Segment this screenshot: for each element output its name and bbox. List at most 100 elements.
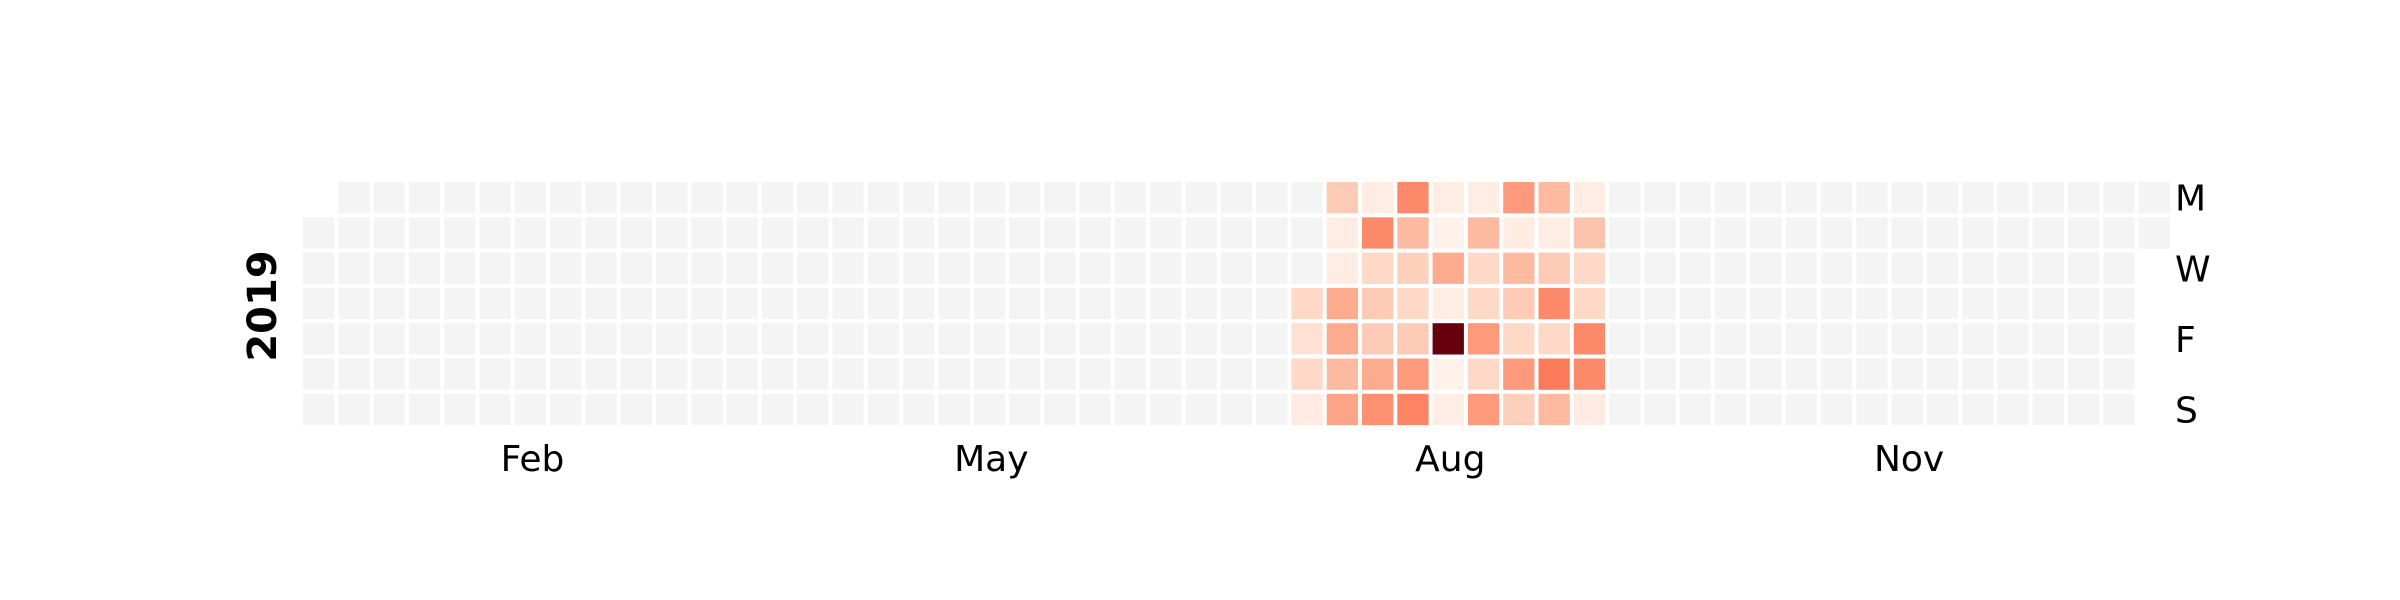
day-cell — [1432, 252, 1464, 284]
empty-day-cell — [1009, 393, 1041, 426]
empty-day-cell — [1926, 287, 1959, 320]
empty-day-cell — [761, 393, 794, 426]
empty-day-cell — [2068, 252, 2100, 284]
empty-day-cell — [1997, 287, 2029, 320]
empty-day-cell — [1185, 217, 1217, 249]
empty-day-cell — [620, 393, 652, 426]
empty-day-cell — [797, 323, 829, 355]
empty-day-cell — [1044, 393, 1076, 426]
empty-day-cell — [2032, 287, 2064, 320]
empty-day-cell — [867, 323, 900, 355]
day-cell — [1291, 358, 1323, 390]
empty-day-cell — [1114, 287, 1147, 320]
empty-day-cell — [656, 358, 688, 390]
day-cell — [1326, 323, 1358, 355]
empty-day-cell — [903, 217, 935, 249]
day-cell — [1432, 217, 1464, 249]
empty-day-cell — [1926, 252, 1959, 284]
day-cell — [1326, 358, 1358, 390]
empty-day-cell — [620, 252, 652, 284]
empty-day-cell — [1891, 287, 1923, 320]
empty-day-cell — [1079, 287, 1111, 320]
empty-day-cell — [2103, 393, 2135, 426]
empty-day-cell — [1820, 217, 1853, 249]
empty-day-cell — [973, 323, 1005, 355]
empty-day-cell — [761, 287, 794, 320]
empty-day-cell — [444, 393, 476, 426]
day-cell — [1467, 182, 1500, 214]
empty-day-cell — [2032, 217, 2064, 249]
empty-day-cell — [444, 182, 476, 214]
empty-day-cell — [2068, 287, 2100, 320]
empty-day-cell — [797, 358, 829, 390]
empty-day-cell — [373, 323, 405, 355]
empty-day-cell — [373, 182, 405, 214]
empty-day-cell — [691, 393, 723, 426]
day-cell — [1397, 393, 1429, 426]
empty-day-cell — [550, 287, 582, 320]
empty-day-cell — [373, 358, 405, 390]
empty-day-cell — [1750, 252, 1782, 284]
empty-day-cell — [2032, 393, 2064, 426]
empty-day-cell — [1997, 182, 2029, 214]
empty-day-cell — [1785, 358, 1817, 390]
empty-day-cell — [1715, 217, 1747, 249]
empty-day-cell — [1644, 217, 1676, 249]
day-cell — [1362, 182, 1394, 214]
empty-day-cell — [761, 323, 794, 355]
empty-day-cell — [797, 252, 829, 284]
empty-day-cell — [726, 182, 758, 214]
empty-day-cell — [1715, 182, 1747, 214]
empty-day-cell — [1079, 217, 1111, 249]
empty-day-cell — [1079, 393, 1111, 426]
day-cell — [1503, 393, 1535, 426]
empty-day-cell — [761, 252, 794, 284]
empty-day-cell — [1997, 358, 2029, 390]
empty-day-cell — [1997, 217, 2029, 249]
empty-day-cell — [761, 217, 794, 249]
empty-day-cell — [1220, 252, 1253, 284]
empty-day-cell — [303, 323, 335, 355]
empty-day-cell — [479, 182, 511, 214]
empty-day-cell — [585, 252, 617, 284]
day-cell — [1397, 182, 1429, 214]
empty-day-cell — [832, 358, 864, 390]
empty-day-cell — [514, 217, 547, 249]
empty-day-cell — [620, 217, 652, 249]
empty-day-cell — [726, 393, 758, 426]
empty-day-cell — [1962, 393, 1994, 426]
empty-day-cell — [1891, 323, 1923, 355]
empty-day-cell — [1114, 182, 1147, 214]
empty-day-cell — [1679, 323, 1711, 355]
empty-day-cell — [903, 323, 935, 355]
empty-day-cell — [1256, 182, 1288, 214]
empty-day-cell — [2103, 217, 2135, 249]
empty-day-cell — [479, 287, 511, 320]
empty-day-cell — [1079, 323, 1111, 355]
empty-day-cell — [1785, 252, 1817, 284]
empty-day-cell — [938, 358, 970, 390]
empty-day-cell — [2068, 393, 2100, 426]
empty-day-cell — [1679, 393, 1711, 426]
empty-day-cell — [1750, 182, 1782, 214]
empty-day-cell — [620, 358, 652, 390]
empty-day-cell — [1856, 182, 1888, 214]
empty-day-cell — [1891, 252, 1923, 284]
day-cell — [1362, 323, 1394, 355]
empty-day-cell — [514, 182, 547, 214]
empty-day-cell — [797, 217, 829, 249]
empty-day-cell — [1291, 217, 1323, 249]
empty-day-cell — [1962, 252, 1994, 284]
empty-day-cell — [1750, 323, 1782, 355]
empty-day-cell — [585, 182, 617, 214]
empty-day-cell — [408, 252, 441, 284]
day-cell — [1397, 323, 1429, 355]
empty-day-cell — [303, 393, 335, 426]
empty-day-cell — [1644, 252, 1676, 284]
day-cell — [1432, 393, 1464, 426]
empty-day-cell — [1962, 358, 1994, 390]
empty-day-cell — [867, 182, 900, 214]
empty-day-cell — [620, 323, 652, 355]
empty-day-cell — [444, 217, 476, 249]
empty-day-cell — [1079, 358, 1111, 390]
